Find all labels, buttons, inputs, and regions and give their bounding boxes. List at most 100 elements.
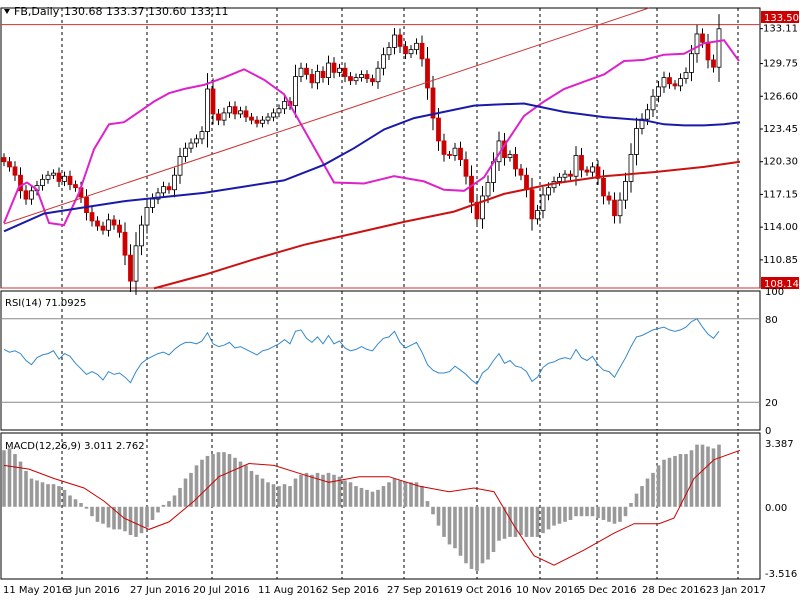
candle-body [89,212,95,222]
candle [89,206,95,227]
macd-histogram-bar [266,482,270,507]
line-sma-fast [3,39,740,227]
candle [293,64,298,118]
candle-body [216,113,221,121]
candle-body [128,254,133,282]
rsi-header-label: RSI(14) 71.0925 [5,298,86,309]
macd-histogram-bar [480,506,485,564]
candle-body [667,77,672,85]
candle-body [568,173,573,177]
candle [672,80,678,90]
macd-histogram-bar [145,506,149,528]
candle [67,170,73,191]
date-tick-label: 2 Sep 2016 [322,585,379,596]
macd-histogram-bar [84,506,89,509]
candlestick-series[interactable] [1,14,722,295]
macd-histogram-bar [101,506,105,524]
macd-histogram-bar [73,499,78,507]
macd-histogram-bar [442,506,446,537]
macd-histogram-bar [557,506,562,524]
macd-histogram-bar [310,474,314,507]
price-header-ohlc: 130.68 133.37 130.60 133.11 [64,5,228,18]
macd-histogram-bar [178,487,182,507]
candle [370,74,375,86]
macd-histogram-bar [453,506,457,549]
candle [29,185,34,205]
candle-body [403,46,408,55]
macd-histogram-bar [249,471,254,507]
macd-histogram-bar [475,506,479,571]
macd-histogram-bar [414,482,419,507]
candle [540,187,546,219]
macd-histogram-bar [343,480,347,507]
candle-body [40,178,45,186]
rsi-panel[interactable] [1,318,760,403]
candle-body [513,154,518,170]
candle [155,187,161,205]
candle-body [326,62,331,78]
macd-histogram-bar [541,506,545,534]
candle-body [584,169,590,173]
candle-body [100,225,106,231]
candle [216,108,221,126]
macd-panel[interactable] [2,444,741,571]
macd-histogram-bar [458,506,463,556]
candle-body [436,117,441,142]
candle-body [45,174,51,180]
candle [161,181,166,198]
macd-histogram-bar [645,478,650,507]
candle-body [447,154,452,156]
candle-body [645,109,650,120]
macd-histogram-bar [348,482,353,507]
candle [73,180,78,192]
macd-histogram-bar [717,444,721,507]
candle [678,73,683,92]
macd-histogram-bar [13,454,17,507]
candle-body [1,157,7,163]
price-panel[interactable] [1,7,760,295]
macd-histogram-bar [156,506,160,513]
panel-frame-1 [0,290,761,431]
macd-histogram-bar [519,506,523,536]
price-header-label: FB,Daily [14,5,60,18]
candle [364,70,370,83]
macd-histogram-bar [205,455,210,507]
candle [298,62,304,83]
candle [111,215,117,230]
candle [562,170,568,182]
candle [183,142,188,163]
candle [128,244,133,293]
candle-body [249,116,254,121]
candle [265,113,271,125]
macd-histogram-bar [29,478,34,507]
candle-body [392,34,397,48]
date-tick-label: 27 Jun 2016 [130,585,190,596]
macd-histogram-bar [579,506,584,517]
panel-collapse-icon[interactable] [4,9,10,14]
macd-histogram-bar [381,486,386,507]
macd-histogram-bar [469,506,474,569]
macd-histogram-bar [568,506,573,520]
macd-histogram-bar [57,486,61,507]
macd-tick-label: 3.387 [765,439,794,450]
candle-body [469,175,474,203]
candle [579,148,584,178]
candle-body [485,182,491,197]
candle-body [529,189,535,220]
candle-body [540,194,546,211]
macd-histogram-bar [684,454,688,507]
macd-histogram-bar [2,450,6,507]
macd-histogram-bar [233,457,237,507]
macd-histogram-bar [574,506,578,517]
macd-histogram-bar [194,465,199,507]
candle-body [265,116,271,121]
macd-histogram-bar [277,486,281,507]
macd-histogram-bar [678,454,683,507]
macd-histogram-bar [117,506,122,530]
candle [199,126,205,145]
candle-body [309,74,315,84]
candle-body [331,62,337,73]
candle-body [535,210,540,220]
